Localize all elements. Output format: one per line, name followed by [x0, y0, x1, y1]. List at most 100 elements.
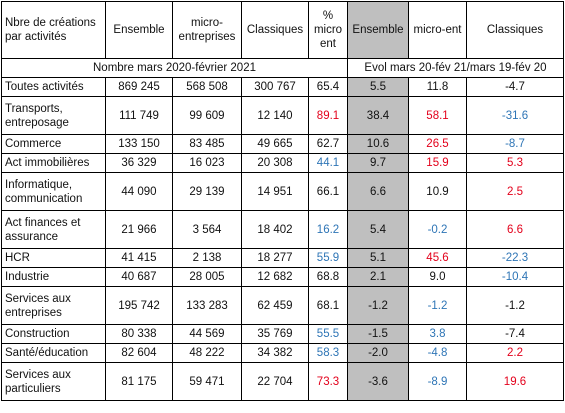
table-row: Construction 80 338 44 569 35 769 55.5 -1.5 3.…	[1, 324, 564, 344]
cell-classiques: 34 382	[241, 343, 309, 363]
cell-pct-micro: 68.1	[308, 286, 348, 325]
cell-evol-ensemble: 5.5	[347, 77, 409, 97]
cell-ensemble: 80 338	[105, 324, 173, 344]
cell-ensemble: 36 329	[105, 153, 173, 173]
cell-ensemble: 869 245	[105, 77, 173, 97]
row-label: Act immobilières	[1, 153, 106, 173]
cell-micro-entreprises: 2 138	[172, 248, 242, 268]
cell-evol-ensemble: 38.4	[347, 96, 409, 135]
cell-evol-classiques: -31.6	[466, 96, 564, 135]
cell-evol-classiques: 5.3	[466, 153, 564, 173]
cell-evol-micro: 9.0	[408, 267, 467, 287]
cell-evol-classiques: -4.7	[466, 77, 564, 97]
cell-classiques: 18 277	[241, 248, 309, 268]
cell-ensemble: 82 604	[105, 343, 173, 363]
cell-ensemble: 21 966	[105, 210, 173, 249]
cell-micro-entreprises: 16 023	[172, 153, 242, 173]
cell-micro-entreprises: 44 569	[172, 324, 242, 344]
row-label: Transports, entreposage	[1, 96, 106, 135]
cell-evol-classiques: -10.4	[466, 267, 564, 287]
cell-evol-ensemble: 9.7	[347, 153, 409, 173]
header-evol-classiques: Classiques	[466, 1, 564, 59]
header-evol-micro: micro-ent	[408, 1, 467, 59]
cell-micro-entreprises: 29 139	[172, 172, 242, 211]
subheader-evolution: Evol mars 20-fév 21/mars 19-fév 20	[347, 58, 564, 78]
table-row: Toutes activités 869 245 568 508 300 767 65.…	[1, 77, 564, 97]
cell-evol-ensemble: -3.6	[347, 362, 409, 401]
cell-pct-micro: 89.1	[308, 96, 348, 135]
row-label: Act finances et assurance	[1, 210, 106, 249]
cell-classiques: 18 402	[241, 210, 309, 249]
cell-ensemble: 41 415	[105, 248, 173, 268]
cell-evol-micro: -0.2	[408, 210, 467, 249]
table-row: Transports, entreposage 111 749 99 609 12 1…	[1, 96, 564, 135]
row-label: Commerce	[1, 134, 106, 154]
table-row: Act finances et assurance 21 966 3 564 18 4…	[1, 210, 564, 249]
cell-micro-entreprises: 568 508	[172, 77, 242, 97]
cell-evol-classiques: 2.5	[466, 172, 564, 211]
cell-evol-micro: 11.8	[408, 77, 467, 97]
header-ensemble: Ensemble	[105, 1, 173, 59]
cell-pct-micro: 44.1	[308, 153, 348, 173]
subheader-row: Nombre mars 2020-février 2021 Evol mars …	[1, 58, 564, 78]
table-row: HCR 41 415 2 138 18 277 55.9 5.1 45.6 -22.3	[1, 248, 564, 268]
table-row: Commerce 133 150 83 485 49 665 62.7 10.6 26.5-…	[1, 134, 564, 154]
cell-pct-micro: 55.5	[308, 324, 348, 344]
cell-pct-micro: 55.9	[308, 248, 348, 268]
cell-classiques: 300 767	[241, 77, 309, 97]
cell-evol-ensemble: 6.6	[347, 172, 409, 211]
row-label: HCR	[1, 248, 106, 268]
cell-pct-micro: 16.2	[308, 210, 348, 249]
cell-micro-entreprises: 3 564	[172, 210, 242, 249]
cell-micro-entreprises: 83 485	[172, 134, 242, 154]
table-row: Services aux entreprises 195 742 133 283 62…	[1, 286, 564, 325]
cell-ensemble: 195 742	[105, 286, 173, 325]
row-label: Toutes activités	[1, 77, 106, 97]
cell-micro-entreprises: 48 222	[172, 343, 242, 363]
cell-evol-classiques: -1.2	[466, 286, 564, 325]
row-label: Industrie	[1, 267, 106, 287]
cell-classiques: 12 682	[241, 267, 309, 287]
cell-micro-entreprises: 99 609	[172, 96, 242, 135]
row-label: Services aux particuliers	[1, 362, 106, 401]
cell-ensemble: 81 175	[105, 362, 173, 401]
header-row: Nbre de créations par activités Ensemble…	[1, 1, 564, 59]
cell-evol-classiques: 6.6	[466, 210, 564, 249]
cell-evol-micro: -4.8	[408, 343, 467, 363]
cell-evol-micro: 45.6	[408, 248, 467, 268]
header-micro-entreprises: micro-entreprises	[172, 1, 242, 59]
header-activity: Nbre de créations par activités	[1, 1, 106, 59]
cell-pct-micro: 65.4	[308, 77, 348, 97]
cell-evol-micro: 3.8	[408, 324, 467, 344]
cell-evol-classiques: 19.6	[466, 362, 564, 401]
table-row: Santé/éducation 82 604 48 222 34 382 58.3 -2.…	[1, 343, 564, 363]
cell-evol-ensemble: 10.6	[347, 134, 409, 154]
cell-classiques: 49 665	[241, 134, 309, 154]
row-label: Santé/éducation	[1, 343, 106, 363]
cell-evol-ensemble: -1.2	[347, 286, 409, 325]
header-evol-ensemble: Ensemble	[347, 1, 409, 59]
header-pct-micro: % micro ent	[308, 1, 348, 59]
cell-micro-entreprises: 59 471	[172, 362, 242, 401]
cell-evol-ensemble: -2.0	[347, 343, 409, 363]
cell-evol-classiques: -8.7	[466, 134, 564, 154]
cell-evol-classiques: -22.3	[466, 248, 564, 268]
cell-classiques: 12 140	[241, 96, 309, 135]
table-row: Act immobilières 36 329 16 023 20 308 44.1 9.…	[1, 153, 564, 173]
cell-ensemble: 111 749	[105, 96, 173, 135]
table-row: Industrie 40 687 28 005 12 682 68.8 2.1 9.0 -10…	[1, 267, 564, 287]
cell-evol-classiques: 2.2	[466, 343, 564, 363]
cell-evol-micro: 10.9	[408, 172, 467, 211]
cell-classiques: 22 704	[241, 362, 309, 401]
cell-ensemble: 44 090	[105, 172, 173, 211]
cell-evol-classiques: -7.4	[466, 324, 564, 344]
subheader-nombre: Nombre mars 2020-février 2021	[1, 58, 348, 78]
cell-classiques: 62 459	[241, 286, 309, 325]
cell-evol-micro: 58.1	[408, 96, 467, 135]
cell-micro-entreprises: 133 283	[172, 286, 242, 325]
row-label: Construction	[1, 324, 106, 344]
cell-classiques: 20 308	[241, 153, 309, 173]
header-classiques: Classiques	[241, 1, 309, 59]
cell-ensemble: 40 687	[105, 267, 173, 287]
cell-classiques: 35 769	[241, 324, 309, 344]
